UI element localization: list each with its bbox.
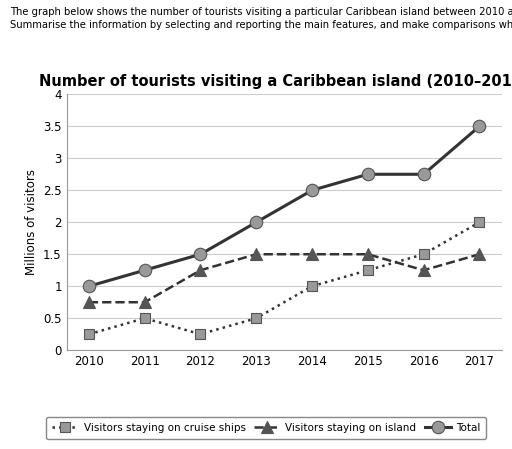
Text: The graph below shows the number of tourists visiting a particular Caribbean isl: The graph below shows the number of tour… xyxy=(10,7,512,17)
Title: Number of tourists visiting a Caribbean island (2010–2017): Number of tourists visiting a Caribbean … xyxy=(39,74,512,89)
Text: Summarise the information by selecting and reporting the main features, and make: Summarise the information by selecting a… xyxy=(10,20,512,30)
Y-axis label: Millions of visitors: Millions of visitors xyxy=(25,169,37,275)
Legend: Visitors staying on cruise ships, Visitors staying on island, Total: Visitors staying on cruise ships, Visito… xyxy=(46,417,486,439)
